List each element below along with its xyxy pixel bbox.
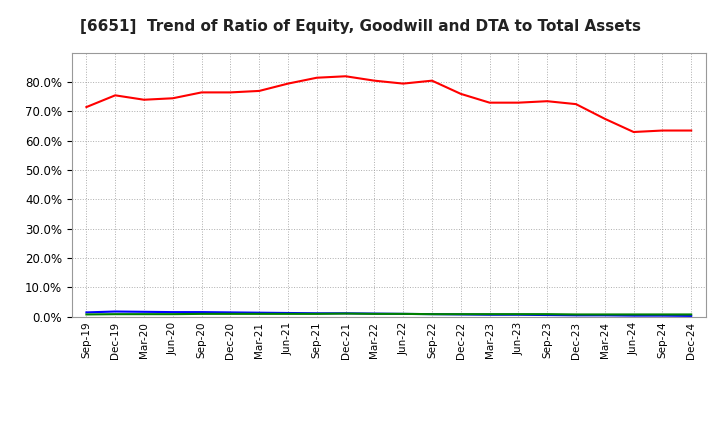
Deferred Tax Assets xyxy=(485,312,494,317)
Goodwill xyxy=(687,313,696,319)
Deferred Tax Assets xyxy=(456,312,465,317)
Equity xyxy=(485,100,494,105)
Line: Deferred Tax Assets: Deferred Tax Assets xyxy=(86,314,691,315)
Equity xyxy=(197,90,206,95)
Equity xyxy=(226,90,235,95)
Equity xyxy=(82,104,91,110)
Deferred Tax Assets xyxy=(572,312,580,317)
Goodwill xyxy=(111,309,120,314)
Deferred Tax Assets xyxy=(111,312,120,317)
Equity xyxy=(658,128,667,133)
Goodwill xyxy=(255,310,264,315)
Equity xyxy=(370,78,379,83)
Equity xyxy=(572,102,580,107)
Equity xyxy=(543,99,552,104)
Goodwill xyxy=(341,311,350,316)
Deferred Tax Assets xyxy=(226,311,235,316)
Goodwill xyxy=(658,313,667,318)
Goodwill xyxy=(226,310,235,315)
Line: Equity: Equity xyxy=(86,76,691,132)
Goodwill xyxy=(284,310,292,315)
Goodwill xyxy=(140,309,148,315)
Deferred Tax Assets xyxy=(658,312,667,317)
Goodwill xyxy=(572,313,580,318)
Deferred Tax Assets xyxy=(82,312,91,317)
Deferred Tax Assets xyxy=(687,312,696,317)
Equity xyxy=(600,116,609,121)
Text: [6651]  Trend of Ratio of Equity, Goodwill and DTA to Total Assets: [6651] Trend of Ratio of Equity, Goodwil… xyxy=(79,19,641,34)
Deferred Tax Assets xyxy=(197,311,206,316)
Goodwill xyxy=(370,311,379,316)
Goodwill xyxy=(629,313,638,318)
Goodwill xyxy=(514,312,523,317)
Equity xyxy=(456,91,465,96)
Equity xyxy=(111,93,120,98)
Deferred Tax Assets xyxy=(341,311,350,316)
Deferred Tax Assets xyxy=(629,312,638,317)
Equity xyxy=(428,78,436,83)
Equity xyxy=(399,81,408,86)
Deferred Tax Assets xyxy=(284,311,292,316)
Goodwill xyxy=(82,310,91,315)
Goodwill xyxy=(428,312,436,317)
Equity xyxy=(284,81,292,86)
Equity xyxy=(687,128,696,133)
Equity xyxy=(140,97,148,103)
Deferred Tax Assets xyxy=(428,312,436,317)
Deferred Tax Assets xyxy=(370,311,379,316)
Goodwill xyxy=(168,309,177,315)
Equity xyxy=(514,100,523,105)
Equity xyxy=(255,88,264,94)
Line: Goodwill: Goodwill xyxy=(86,312,691,316)
Goodwill xyxy=(399,311,408,316)
Deferred Tax Assets xyxy=(312,311,321,316)
Deferred Tax Assets xyxy=(399,311,408,316)
Equity xyxy=(341,73,350,79)
Deferred Tax Assets xyxy=(600,312,609,317)
Goodwill xyxy=(312,311,321,316)
Goodwill xyxy=(197,309,206,315)
Deferred Tax Assets xyxy=(140,312,148,317)
Goodwill xyxy=(600,313,609,318)
Equity xyxy=(312,75,321,81)
Goodwill xyxy=(456,312,465,317)
Deferred Tax Assets xyxy=(168,312,177,317)
Goodwill xyxy=(485,312,494,317)
Equity xyxy=(629,129,638,135)
Deferred Tax Assets xyxy=(255,311,264,316)
Deferred Tax Assets xyxy=(543,312,552,317)
Equity xyxy=(168,95,177,101)
Deferred Tax Assets xyxy=(514,312,523,317)
Goodwill xyxy=(543,312,552,318)
